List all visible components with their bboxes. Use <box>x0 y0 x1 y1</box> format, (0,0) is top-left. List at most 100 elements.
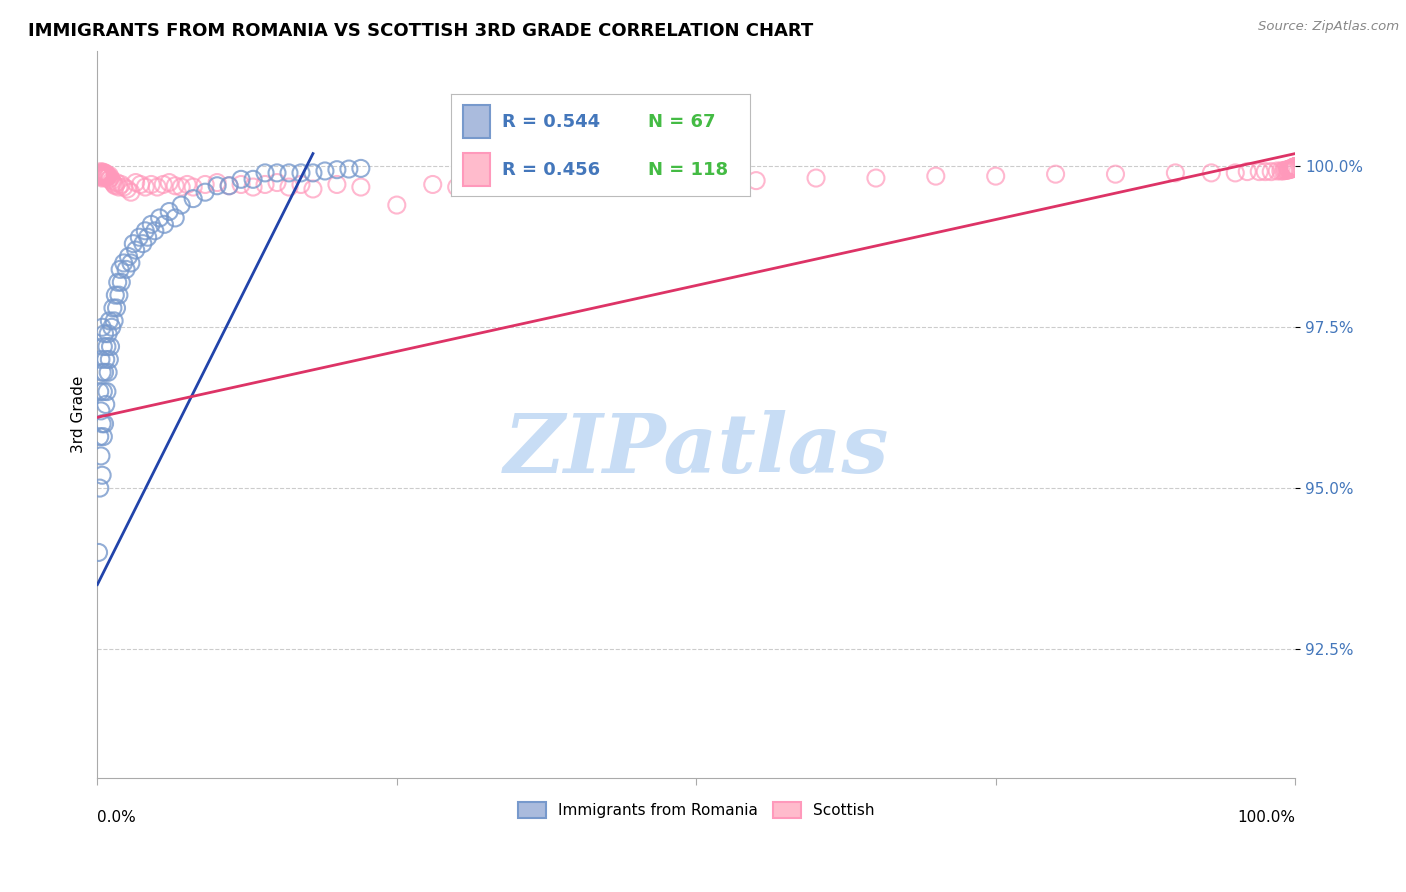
Point <box>242 180 264 194</box>
Point <box>1284 160 1306 174</box>
Text: 0.0%: 0.0% <box>97 810 136 825</box>
Point <box>90 169 112 183</box>
Point <box>91 170 114 185</box>
Point <box>194 185 217 199</box>
Point <box>136 230 159 244</box>
Point <box>1279 162 1302 177</box>
Point <box>1284 160 1306 174</box>
Point <box>91 167 114 181</box>
Point <box>1284 160 1306 174</box>
Point <box>90 352 112 367</box>
Point <box>100 171 122 186</box>
Point <box>143 224 166 238</box>
Point <box>91 417 114 431</box>
Point <box>302 182 325 196</box>
Point <box>157 176 180 190</box>
Point <box>93 166 115 180</box>
Point <box>176 178 198 192</box>
Point <box>97 326 120 341</box>
Point <box>326 178 349 192</box>
Point <box>89 481 111 495</box>
Point <box>278 166 301 180</box>
Point <box>117 250 139 264</box>
Point <box>134 180 156 194</box>
Point <box>314 164 336 178</box>
Point <box>1270 164 1292 178</box>
Point <box>87 169 110 183</box>
Point <box>1284 160 1306 174</box>
Point <box>129 178 152 192</box>
Point <box>120 185 142 199</box>
Point <box>1260 164 1282 178</box>
Point <box>117 182 139 196</box>
Point <box>97 169 120 184</box>
Text: Source: ZipAtlas.com: Source: ZipAtlas.com <box>1258 20 1399 33</box>
Point <box>105 176 128 190</box>
Point <box>90 164 112 178</box>
Point <box>290 178 312 192</box>
Point <box>1254 164 1277 178</box>
Point <box>1284 160 1306 174</box>
Point <box>1265 164 1288 178</box>
Point <box>91 384 114 399</box>
Point <box>1277 162 1299 177</box>
Point <box>94 169 117 183</box>
Point <box>149 211 172 225</box>
Point <box>1284 160 1306 174</box>
Point <box>181 192 204 206</box>
Point <box>278 180 301 194</box>
Point <box>90 449 112 463</box>
Point <box>96 168 118 182</box>
Point <box>90 167 112 181</box>
Point <box>93 169 115 184</box>
Point <box>115 262 138 277</box>
Point <box>97 365 120 379</box>
Point <box>1249 164 1271 178</box>
Point <box>108 262 131 277</box>
Point <box>1281 161 1303 176</box>
Point <box>205 176 228 190</box>
Point <box>89 430 111 444</box>
Point <box>110 178 132 192</box>
Point <box>242 172 264 186</box>
Point <box>96 384 118 399</box>
Point <box>804 171 827 186</box>
Point <box>101 176 124 190</box>
Point <box>108 180 131 194</box>
Point <box>98 172 121 186</box>
Point <box>181 180 204 194</box>
Point <box>254 178 277 192</box>
Point <box>94 167 117 181</box>
Point <box>91 468 114 483</box>
Point <box>94 397 117 411</box>
Point <box>1278 162 1301 177</box>
Point <box>505 178 527 192</box>
Point <box>326 162 349 177</box>
Point <box>745 173 768 187</box>
Point <box>1284 160 1306 174</box>
Point <box>1284 160 1306 174</box>
Point <box>1284 160 1306 174</box>
Point <box>1281 161 1303 176</box>
Point <box>1274 163 1296 178</box>
Point <box>385 198 408 212</box>
Point <box>89 169 111 183</box>
Point <box>1281 162 1303 177</box>
Point <box>290 166 312 180</box>
Point <box>91 171 114 186</box>
Point <box>984 169 1007 183</box>
Point <box>87 545 110 559</box>
Point <box>107 275 129 289</box>
Point <box>112 256 135 270</box>
Point <box>87 167 110 181</box>
Point <box>1278 162 1301 177</box>
Point <box>104 288 127 302</box>
Point <box>1277 162 1299 177</box>
Point <box>104 178 127 193</box>
Point <box>134 224 156 238</box>
Point <box>1282 160 1305 174</box>
Point <box>128 230 150 244</box>
Point <box>1045 167 1067 181</box>
Point <box>93 365 115 379</box>
Text: ZIPatlas: ZIPatlas <box>503 410 889 491</box>
